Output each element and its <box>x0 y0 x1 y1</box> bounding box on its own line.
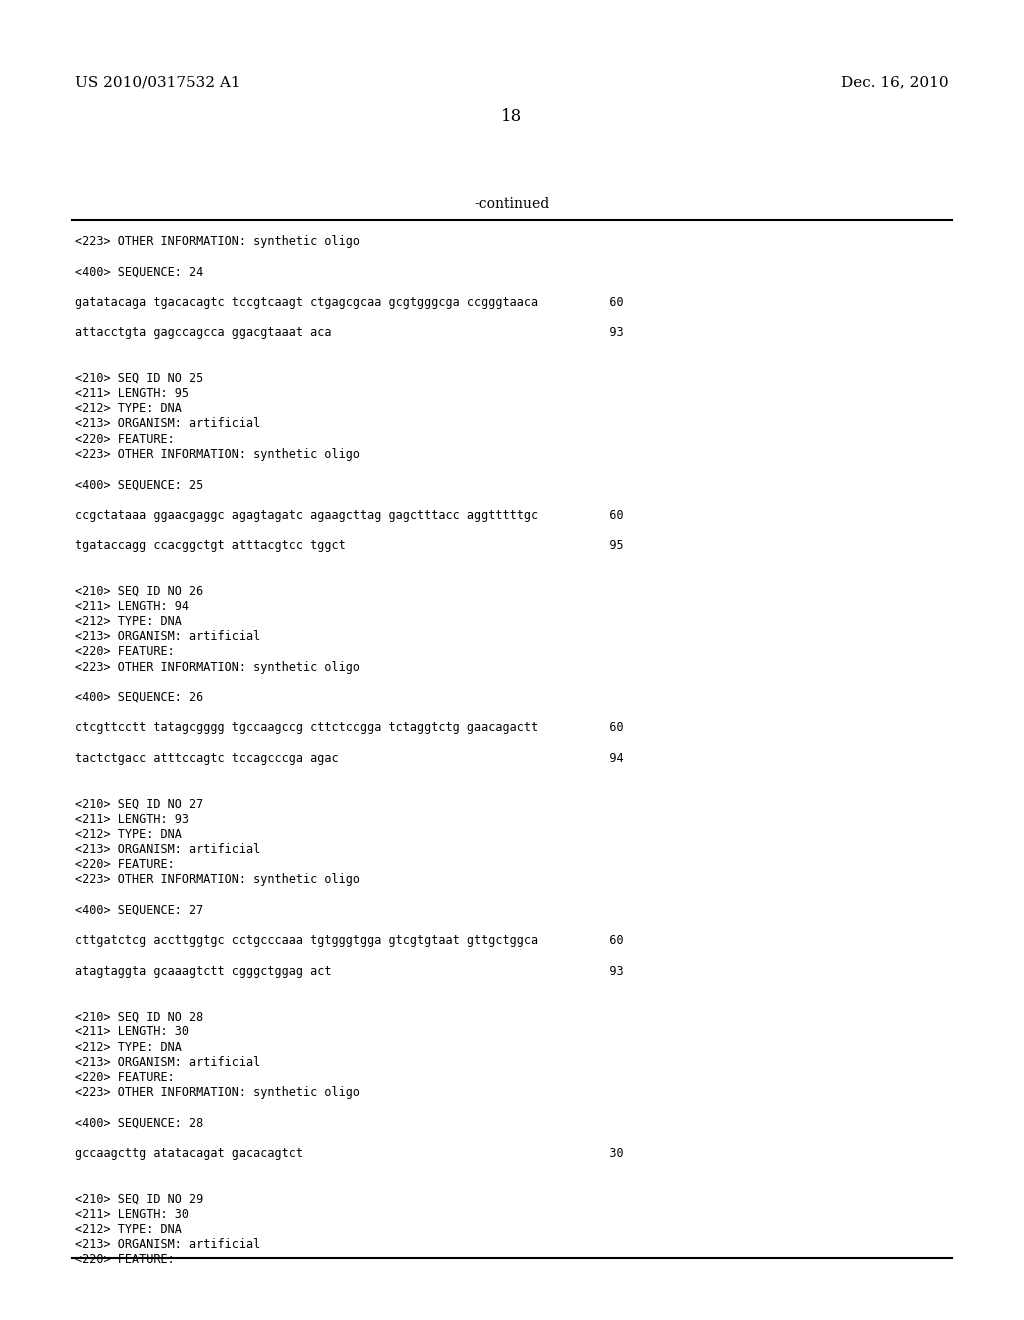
Text: <223> OTHER INFORMATION: synthetic oligo: <223> OTHER INFORMATION: synthetic oligo <box>75 235 360 248</box>
Text: <212> TYPE: DNA: <212> TYPE: DNA <box>75 1224 182 1236</box>
Text: <212> TYPE: DNA: <212> TYPE: DNA <box>75 615 182 628</box>
Text: <213> ORGANISM: artificial: <213> ORGANISM: artificial <box>75 417 260 430</box>
Text: <211> LENGTH: 30: <211> LENGTH: 30 <box>75 1026 189 1039</box>
Text: gccaagcttg atatacagat gacacagtct                                           30: gccaagcttg atatacagat gacacagtct 30 <box>75 1147 624 1160</box>
Text: <223> OTHER INFORMATION: synthetic oligo: <223> OTHER INFORMATION: synthetic oligo <box>75 1086 360 1100</box>
Text: <212> TYPE: DNA: <212> TYPE: DNA <box>75 828 182 841</box>
Text: ctcgttcctt tatagcgggg tgccaagccg cttctccgga tctaggtctg gaacagactt          60: ctcgttcctt tatagcgggg tgccaagccg cttctcc… <box>75 722 624 734</box>
Text: <211> LENGTH: 94: <211> LENGTH: 94 <box>75 599 189 612</box>
Text: <210> SEQ ID NO 25: <210> SEQ ID NO 25 <box>75 372 203 385</box>
Text: tgataccagg ccacggctgt atttacgtcc tggct                                     95: tgataccagg ccacggctgt atttacgtcc tggct 9… <box>75 539 624 552</box>
Text: <223> OTHER INFORMATION: synthetic oligo: <223> OTHER INFORMATION: synthetic oligo <box>75 874 360 887</box>
Text: <210> SEQ ID NO 28: <210> SEQ ID NO 28 <box>75 1010 203 1023</box>
Text: <213> ORGANISM: artificial: <213> ORGANISM: artificial <box>75 630 260 643</box>
Text: <400> SEQUENCE: 27: <400> SEQUENCE: 27 <box>75 904 203 917</box>
Text: <212> TYPE: DNA: <212> TYPE: DNA <box>75 1040 182 1053</box>
Text: <400> SEQUENCE: 26: <400> SEQUENCE: 26 <box>75 690 203 704</box>
Text: <220> FEATURE:: <220> FEATURE: <box>75 645 175 659</box>
Text: tactctgacc atttccagtc tccagcccga agac                                      94: tactctgacc atttccagtc tccagcccga agac 94 <box>75 752 624 764</box>
Text: <211> LENGTH: 95: <211> LENGTH: 95 <box>75 387 189 400</box>
Text: <400> SEQUENCE: 28: <400> SEQUENCE: 28 <box>75 1117 203 1130</box>
Text: <220> FEATURE:: <220> FEATURE: <box>75 1254 175 1266</box>
Text: <400> SEQUENCE: 24: <400> SEQUENCE: 24 <box>75 265 203 279</box>
Text: Dec. 16, 2010: Dec. 16, 2010 <box>842 75 949 88</box>
Text: <400> SEQUENCE: 25: <400> SEQUENCE: 25 <box>75 478 203 491</box>
Text: <210> SEQ ID NO 26: <210> SEQ ID NO 26 <box>75 585 203 598</box>
Text: <220> FEATURE:: <220> FEATURE: <box>75 433 175 446</box>
Text: gatatacaga tgacacagtc tccgtcaagt ctgagcgcaa gcgtgggcga ccgggtaaca          60: gatatacaga tgacacagtc tccgtcaagt ctgagcg… <box>75 296 624 309</box>
Text: <211> LENGTH: 30: <211> LENGTH: 30 <box>75 1208 189 1221</box>
Text: <220> FEATURE:: <220> FEATURE: <box>75 1071 175 1084</box>
Text: <220> FEATURE:: <220> FEATURE: <box>75 858 175 871</box>
Text: <213> ORGANISM: artificial: <213> ORGANISM: artificial <box>75 1238 260 1251</box>
Text: <213> ORGANISM: artificial: <213> ORGANISM: artificial <box>75 1056 260 1069</box>
Text: <213> ORGANISM: artificial: <213> ORGANISM: artificial <box>75 843 260 855</box>
Text: US 2010/0317532 A1: US 2010/0317532 A1 <box>75 75 241 88</box>
Text: <212> TYPE: DNA: <212> TYPE: DNA <box>75 403 182 416</box>
Text: 18: 18 <box>502 108 522 125</box>
Text: <223> OTHER INFORMATION: synthetic oligo: <223> OTHER INFORMATION: synthetic oligo <box>75 447 360 461</box>
Text: <211> LENGTH: 93: <211> LENGTH: 93 <box>75 813 189 825</box>
Text: <210> SEQ ID NO 27: <210> SEQ ID NO 27 <box>75 797 203 810</box>
Text: <223> OTHER INFORMATION: synthetic oligo: <223> OTHER INFORMATION: synthetic oligo <box>75 660 360 673</box>
Text: -continued: -continued <box>474 197 550 211</box>
Text: ccgctataaa ggaacgaggc agagtagatc agaagcttag gagctttacc aggtttttgc          60: ccgctataaa ggaacgaggc agagtagatc agaagct… <box>75 508 624 521</box>
Text: <210> SEQ ID NO 29: <210> SEQ ID NO 29 <box>75 1192 203 1205</box>
Text: cttgatctcg accttggtgc cctgcccaaa tgtgggtgga gtcgtgtaat gttgctggca          60: cttgatctcg accttggtgc cctgcccaaa tgtgggt… <box>75 935 624 948</box>
Text: attacctgta gagccagcca ggacgtaaat aca                                       93: attacctgta gagccagcca ggacgtaaat aca 93 <box>75 326 624 339</box>
Text: atagtaggta gcaaagtctt cgggctggag act                                       93: atagtaggta gcaaagtctt cgggctggag act 93 <box>75 965 624 978</box>
